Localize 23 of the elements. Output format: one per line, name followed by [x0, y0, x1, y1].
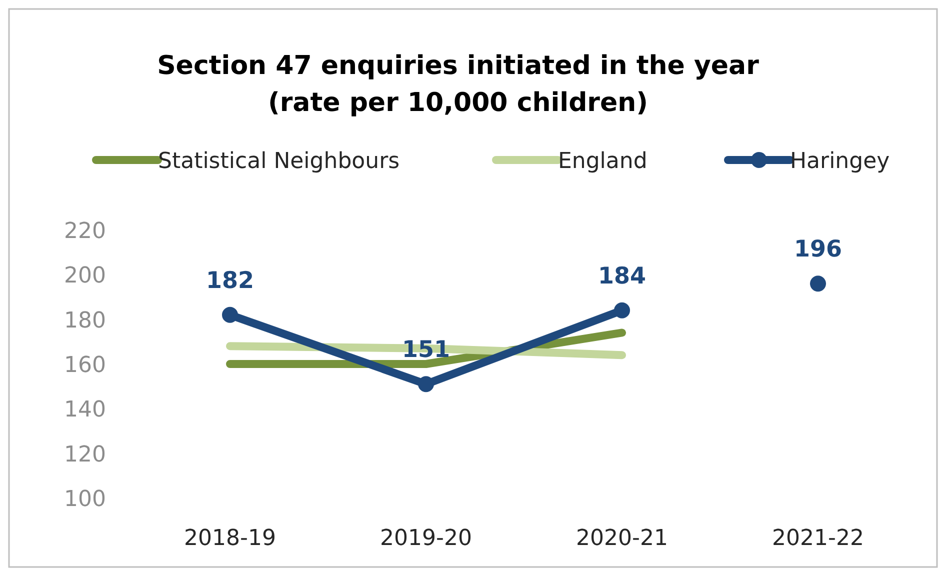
y-tick-label: 200 [64, 264, 106, 289]
y-tick-label: 180 [64, 308, 106, 334]
legend-label: Statistical Neighbours [158, 149, 400, 174]
data-label: 182 [206, 268, 254, 294]
y-tick-label: 140 [64, 398, 106, 423]
legend-label: England [558, 149, 648, 174]
x-tick-label: 2021-22 [772, 526, 864, 551]
point [614, 302, 630, 318]
point [418, 376, 434, 392]
y-tick-label: 160 [64, 353, 106, 378]
x-tick-label: 2019-20 [380, 526, 472, 551]
data-label: 196 [794, 236, 842, 263]
chart-title: Section 47 enquiries initiated in the year [157, 51, 760, 81]
point [810, 276, 826, 292]
y-tick-label: 220 [64, 219, 106, 244]
point [222, 306, 238, 323]
chart-subtitle: (rate per 10,000 children) [268, 88, 648, 118]
data-label: 184 [598, 263, 646, 290]
y-tick-label: 100 [64, 487, 106, 512]
x-tick-label: 2018-19 [184, 526, 276, 551]
legend-label: Haringey [790, 149, 890, 174]
y-tick-label: 120 [64, 442, 106, 468]
x-tick-label: 2020-21 [576, 526, 668, 551]
